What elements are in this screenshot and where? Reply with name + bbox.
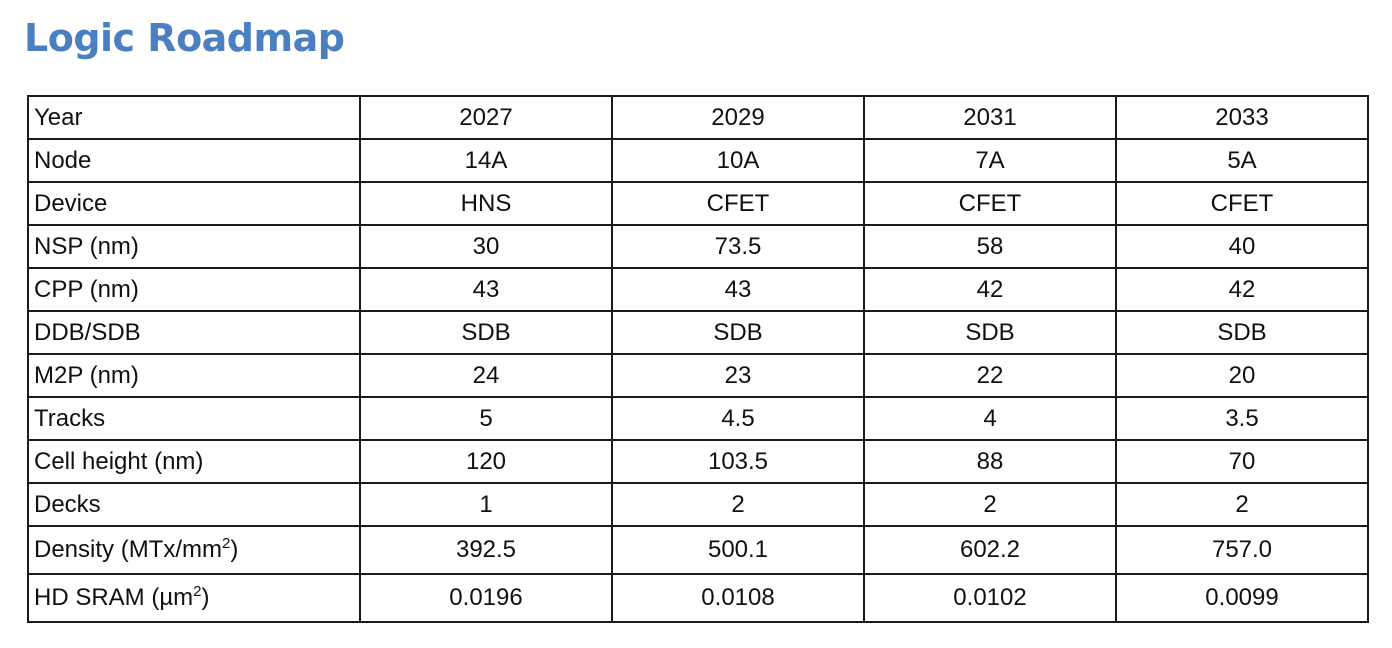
table-cell: 23 <box>611 353 865 398</box>
table-cell: HNS <box>359 181 613 226</box>
table-row-ddb-sdb: DDB/SDB SDB SDB SDB SDB <box>27 310 1369 355</box>
table-cell: 4 <box>863 396 1117 441</box>
table-cell: 42 <box>863 267 1117 312</box>
table-cell: 2 <box>611 482 865 527</box>
table-cell: 3.5 <box>1115 396 1369 441</box>
row-label-text: Density (MTx/mm2) <box>34 536 238 563</box>
table-cell: CFET <box>611 181 865 226</box>
table-row-cell-height: Cell height (nm) 120 103.5 88 70 <box>27 439 1369 484</box>
table-row-cpp: CPP (nm) 43 43 42 42 <box>27 267 1369 312</box>
table-cell: 70 <box>1115 439 1369 484</box>
table-cell: 2 <box>863 482 1117 527</box>
table-row-decks: Decks 1 2 2 2 <box>27 482 1369 527</box>
table-cell: 7A <box>863 138 1117 183</box>
table-cell: 5A <box>1115 138 1369 183</box>
row-label: Tracks <box>27 396 361 441</box>
table-cell: 40 <box>1115 224 1369 269</box>
row-label: Density (MTx/mm2) <box>27 525 361 575</box>
table-row-density: Density (MTx/mm2) 392.5 500.1 602.2 757.… <box>27 525 1369 575</box>
table-cell: 42 <box>1115 267 1369 312</box>
table-cell: 2031 <box>863 95 1117 140</box>
row-label: Cell height (nm) <box>27 439 361 484</box>
table-cell: SDB <box>1115 310 1369 355</box>
row-label-tail: ) <box>201 584 210 611</box>
table-cell: 24 <box>359 353 613 398</box>
roadmap-table: Year 2027 2029 2031 2033 Node 14A 10A 7A… <box>27 95 1369 623</box>
superscript: 2 <box>222 535 231 552</box>
row-label-text: HD SRAM (µm2) <box>34 584 210 611</box>
row-label: NSP (nm) <box>27 224 361 269</box>
row-label: CPP (nm) <box>27 267 361 312</box>
table-cell: 73.5 <box>611 224 865 269</box>
table-row-nsp: NSP (nm) 30 73.5 58 40 <box>27 224 1369 269</box>
table-row-hd-sram: HD SRAM (µm2) 0.0196 0.0108 0.0102 0.009… <box>27 573 1369 623</box>
row-label: M2P (nm) <box>27 353 361 398</box>
row-label: Decks <box>27 482 361 527</box>
table-cell: 2029 <box>611 95 865 140</box>
table-cell: 1 <box>359 482 613 527</box>
table-cell: 10A <box>611 138 865 183</box>
row-label-main: HD SRAM (µm <box>34 584 194 611</box>
table-cell: SDB <box>611 310 865 355</box>
table-row-tracks: Tracks 5 4.5 4 3.5 <box>27 396 1369 441</box>
table-cell: 0.0108 <box>611 573 865 623</box>
table-cell: 2027 <box>359 95 613 140</box>
row-label: HD SRAM (µm2) <box>27 573 361 623</box>
table-cell: 30 <box>359 224 613 269</box>
table-cell: 5 <box>359 396 613 441</box>
table-cell: CFET <box>863 181 1117 226</box>
table-row-m2p: M2P (nm) 24 23 22 20 <box>27 353 1369 398</box>
table-cell: 88 <box>863 439 1117 484</box>
table-row-node: Node 14A 10A 7A 5A <box>27 138 1369 183</box>
table-cell: 0.0196 <box>359 573 613 623</box>
table-row-year: Year 2027 2029 2031 2033 <box>27 95 1369 140</box>
table-cell: 14A <box>359 138 613 183</box>
row-label: Year <box>27 95 361 140</box>
row-label-tail: ) <box>230 536 239 563</box>
row-label-main: Density (MTx/mm <box>34 536 222 563</box>
table-cell: 120 <box>359 439 613 484</box>
superscript: 2 <box>193 583 202 600</box>
table-cell: CFET <box>1115 181 1369 226</box>
table-cell: 500.1 <box>611 525 865 575</box>
table-cell: 392.5 <box>359 525 613 575</box>
table-cell: 58 <box>863 224 1117 269</box>
row-label: DDB/SDB <box>27 310 361 355</box>
table-cell: 2 <box>1115 482 1369 527</box>
table-cell: 0.0099 <box>1115 573 1369 623</box>
table-cell: 0.0102 <box>863 573 1117 623</box>
page-title: Logic Roadmap <box>24 16 345 60</box>
row-label: Device <box>27 181 361 226</box>
table-cell: 757.0 <box>1115 525 1369 575</box>
table-cell: 103.5 <box>611 439 865 484</box>
table-cell: 4.5 <box>611 396 865 441</box>
table-cell: 20 <box>1115 353 1369 398</box>
table-cell: 2033 <box>1115 95 1369 140</box>
table-cell: SDB <box>863 310 1117 355</box>
table-cell: 602.2 <box>863 525 1117 575</box>
table-cell: 43 <box>359 267 613 312</box>
table-row-device: Device HNS CFET CFET CFET <box>27 181 1369 226</box>
table-cell: SDB <box>359 310 613 355</box>
table-cell: 22 <box>863 353 1117 398</box>
table-cell: 43 <box>611 267 865 312</box>
row-label: Node <box>27 138 361 183</box>
